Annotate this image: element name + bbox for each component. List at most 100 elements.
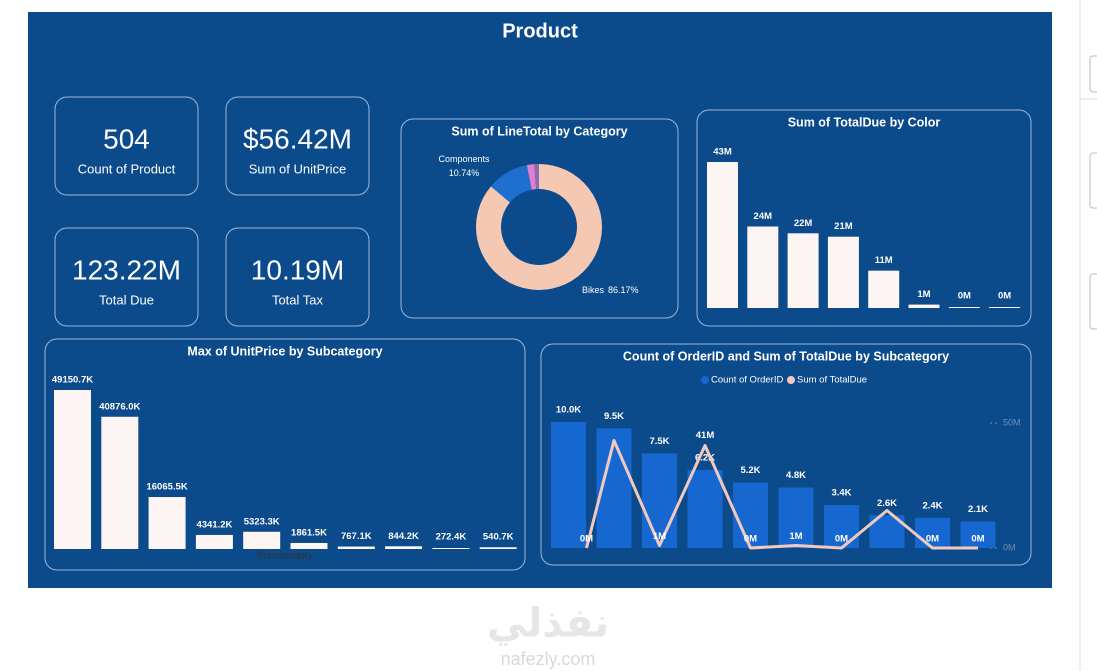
data-label: 11M <box>875 255 893 266</box>
data-label: 767.1K <box>341 531 372 542</box>
value-label: 10.74% <box>449 168 480 178</box>
data-label: 1861.5K <box>291 527 327 538</box>
chart-title: Count of OrderID and Sum of TotalDue by … <box>623 349 949 363</box>
data-label: 0M <box>744 534 757 545</box>
bar <box>642 453 677 548</box>
kpi-label: Total Due <box>99 292 154 307</box>
kpi-label: Count of Product <box>78 161 176 176</box>
chart-panel <box>400 118 679 319</box>
data-label: 0M <box>971 534 984 545</box>
x-axis-title: Subcategory <box>257 551 313 562</box>
chart-title: Sum of TotalDue by Color <box>788 115 941 129</box>
bar <box>908 304 940 308</box>
bar <box>195 534 233 549</box>
chart-panel <box>540 343 1032 566</box>
kpi-value: $56.42M <box>243 123 352 154</box>
report-title: Product <box>502 20 578 42</box>
data-label: 21M <box>834 221 853 232</box>
kpi-value: 123.22M <box>72 254 181 285</box>
data-label: 0M <box>958 291 971 302</box>
watermark-arabic: نفذلي <box>487 602 609 647</box>
donut-slice <box>526 164 537 190</box>
data-label: 2.6K <box>877 498 897 509</box>
data-label: 0M <box>998 291 1011 302</box>
bar <box>824 505 859 548</box>
data-label: 0M <box>926 534 939 545</box>
data-label: 0M <box>835 534 848 545</box>
data-label: 0M <box>580 534 593 545</box>
y2-tick-label: 0M <box>1003 542 1016 552</box>
data-label: 2.4K <box>922 500 942 511</box>
chart-panel <box>696 109 1032 327</box>
data-label: 43M <box>713 147 732 158</box>
kpi-value: 504 <box>103 123 150 154</box>
value-label: 86.17% <box>608 285 639 295</box>
bar <box>827 236 859 308</box>
kpi-card <box>54 227 199 327</box>
watermark-latin: nafezly.com <box>501 649 596 669</box>
bar <box>733 482 768 548</box>
category-label: Components <box>438 154 490 164</box>
data-label: 7.5K <box>649 436 669 447</box>
side-pane-field[interactable] <box>1089 152 1097 209</box>
bar <box>787 233 819 308</box>
data-label: 272.4K <box>436 532 467 543</box>
data-label: 1M <box>653 531 666 542</box>
kpi-card <box>225 96 370 196</box>
data-label: 844.2K <box>388 531 419 542</box>
data-label: 9.5K <box>604 411 624 422</box>
kpi-label: Sum of UnitPrice <box>249 161 347 176</box>
bar <box>243 531 281 549</box>
bar <box>148 497 186 549</box>
bar <box>778 487 814 548</box>
data-label: 41M <box>696 430 715 441</box>
bar-baseline <box>989 307 1021 308</box>
chart-title: Sum of LineTotal by Category <box>451 124 627 138</box>
data-label: 22M <box>794 218 813 229</box>
data-label: 49150.7K <box>52 375 93 386</box>
data-label: 1M <box>789 531 802 542</box>
data-label: 2.1K <box>968 504 988 515</box>
kpi-card <box>54 96 199 196</box>
side-pane-field[interactable] <box>1089 273 1097 330</box>
legend-label: Count of OrderID <box>711 375 783 386</box>
data-label: 6.2K <box>695 452 715 463</box>
line <box>585 439 978 550</box>
bar <box>54 390 91 549</box>
bar <box>687 469 723 548</box>
donut-slice <box>490 165 532 203</box>
side-pane-field[interactable] <box>1089 55 1097 93</box>
data-label: 4.8K <box>786 470 806 481</box>
bar <box>290 542 328 549</box>
donut-slice <box>476 164 603 290</box>
data-label: 24M <box>754 211 773 222</box>
chart-panel <box>44 338 526 571</box>
bar-baseline <box>948 307 980 308</box>
data-label: 10.0K <box>556 405 581 416</box>
bar <box>868 270 900 308</box>
bar-baseline <box>432 548 470 549</box>
donut-slice <box>534 164 539 190</box>
legend-label: Sum of TotalDue <box>797 375 867 386</box>
category-label: Bikes <box>582 285 605 295</box>
bar <box>960 521 996 548</box>
data-label: 1M <box>917 289 930 300</box>
data-label: 5.2K <box>740 465 760 476</box>
bar <box>479 547 517 549</box>
bar <box>337 546 375 549</box>
data-label: 5323.3K <box>244 516 280 527</box>
y2-tick-label: 50M <box>1003 417 1021 427</box>
bar <box>101 416 139 549</box>
bar <box>747 226 779 308</box>
bar <box>551 422 586 548</box>
legend-swatch <box>701 376 709 384</box>
kpi-label: Total Tax <box>272 292 324 307</box>
data-label: 540.7K <box>483 532 514 543</box>
data-label: 40876.0K <box>99 401 140 412</box>
bar <box>385 546 423 549</box>
data-label: 16065.5K <box>146 482 187 493</box>
data-label: Bikes 86.17% <box>582 285 639 295</box>
data-label: 3.4K <box>831 488 851 499</box>
